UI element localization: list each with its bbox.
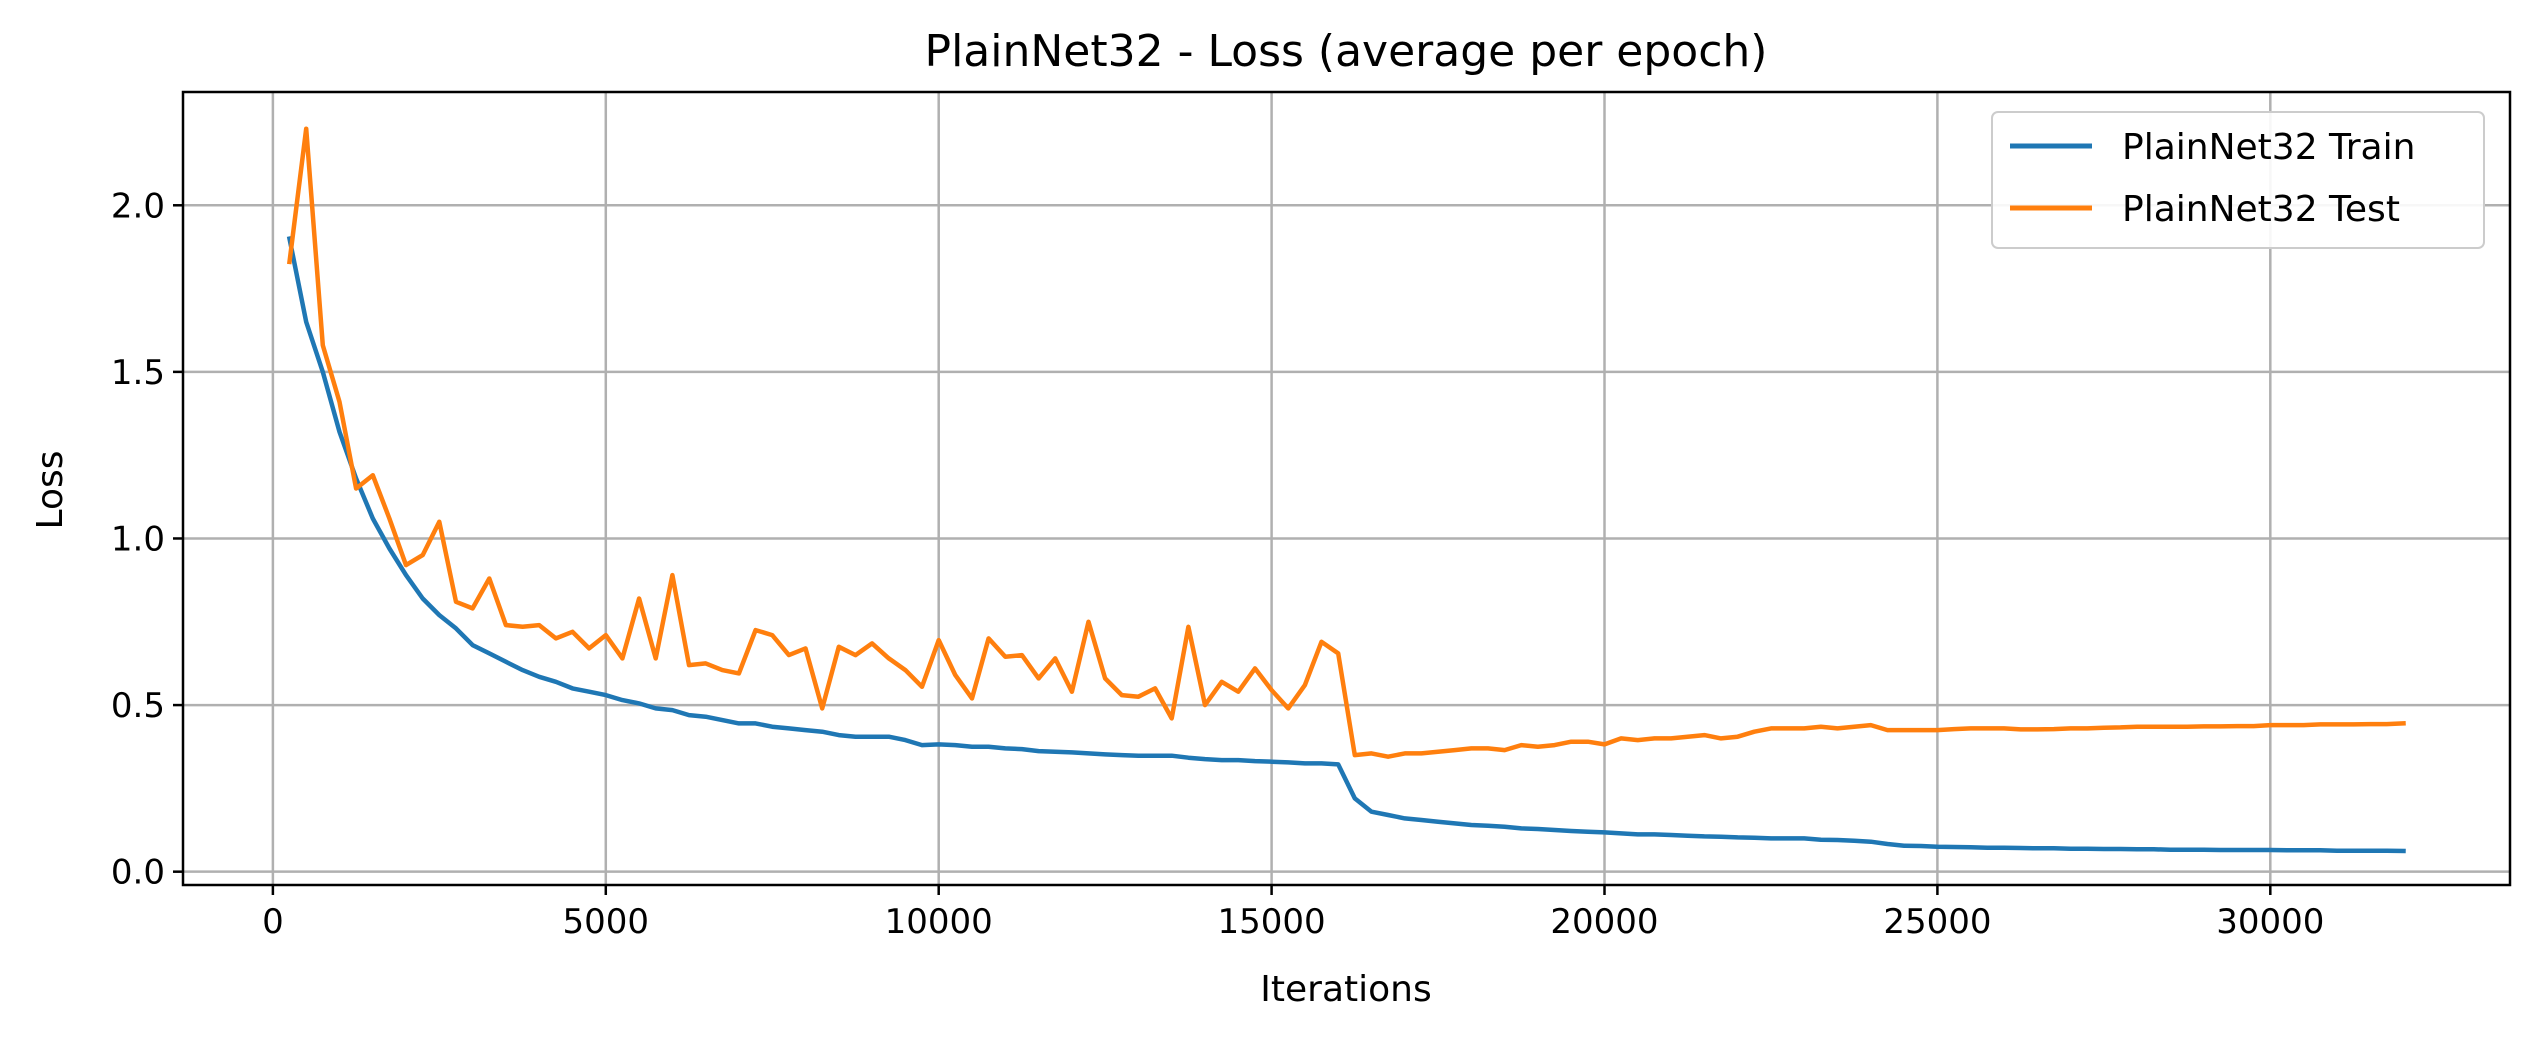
y-tick-label: 2.0: [111, 186, 165, 226]
data-series: [286, 126, 2406, 854]
test-loss-line: [286, 126, 2406, 759]
x-tick-label: 20000: [1550, 902, 1658, 942]
y-axis-ticks: 0.0 0.5 1.0 1.5 2.0: [111, 186, 183, 893]
x-tick-label: 30000: [2216, 902, 2324, 942]
x-tick-label: 15000: [1218, 902, 1326, 942]
chart-title: PlainNet32 - Loss (average per epoch): [925, 26, 1768, 77]
x-axis-ticks: 0 5000 10000 15000 20000 25000 30000: [262, 885, 2324, 942]
legend-label-train: PlainNet32 Train: [2122, 127, 2415, 168]
legend: PlainNet32 Train PlainNet32 Test: [1991, 111, 2485, 249]
plot-area-frame: [181, 90, 2512, 887]
legend-label-test: PlainNet32 Test: [2122, 189, 2400, 230]
legend-box: [1991, 111, 2485, 249]
train-loss-line: [286, 235, 2406, 854]
x-tick-label: 10000: [885, 902, 993, 942]
x-tick-label: 5000: [563, 902, 650, 942]
x-tick-label: 25000: [1883, 902, 1991, 942]
y-tick-label: 1.5: [111, 353, 165, 393]
x-tick-label: 0: [262, 902, 284, 942]
y-tick-label: 0.5: [111, 686, 165, 726]
y-tick-label: 0.0: [111, 853, 165, 893]
y-tick-label: 1.0: [111, 519, 165, 559]
y-axis-label: Loss: [30, 451, 71, 530]
x-axis-label: Iterations: [1260, 969, 1431, 1010]
